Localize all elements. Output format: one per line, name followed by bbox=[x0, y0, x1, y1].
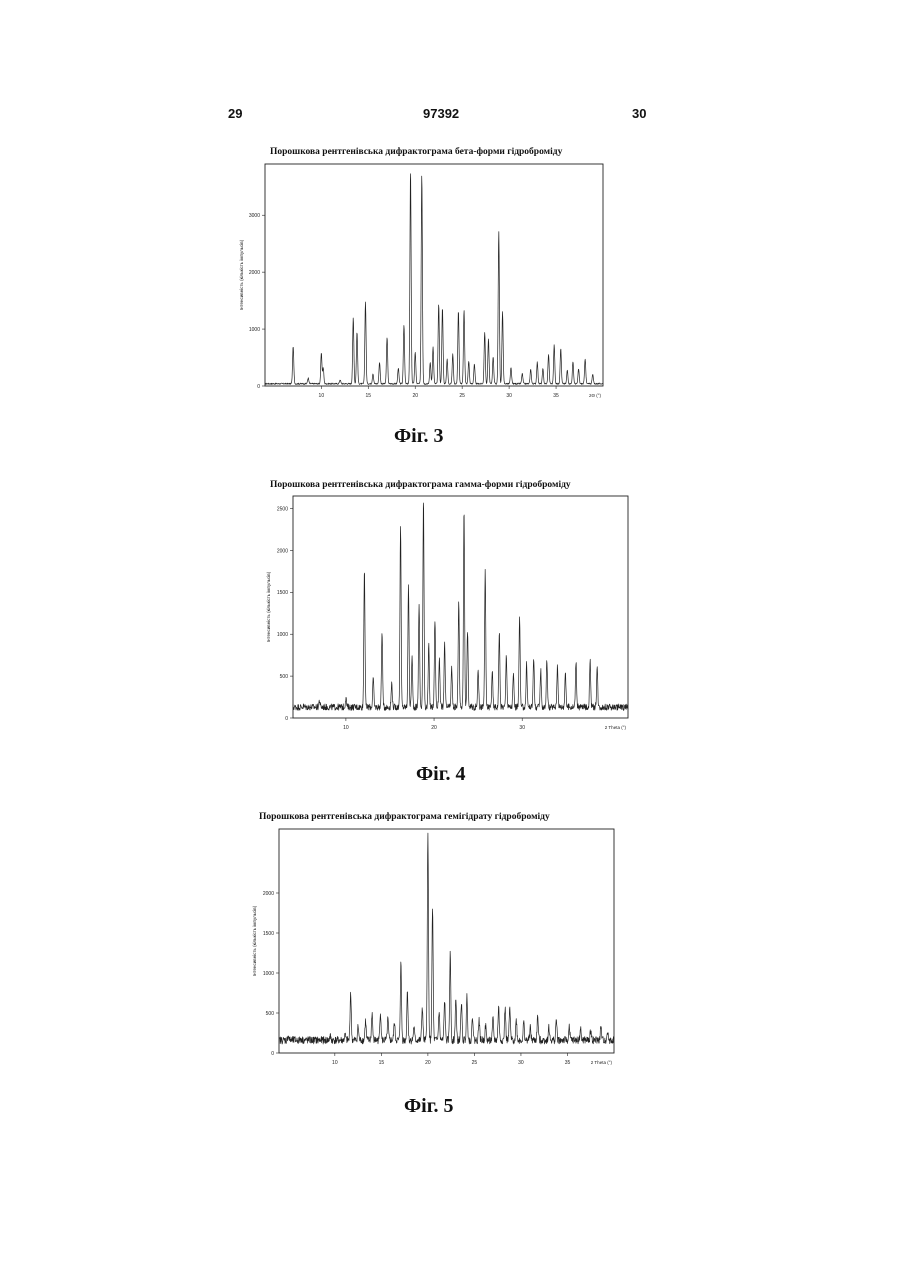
y-tick-label: 0 bbox=[285, 716, 288, 722]
diffraction-trace bbox=[265, 174, 603, 385]
y-tick-label: 1000 bbox=[263, 971, 274, 977]
x-tick-label: 10 bbox=[332, 1060, 338, 1066]
figure-3-title: Порошкова рентгенівська дифрактограма бе… bbox=[270, 147, 562, 157]
y-axis-label: Інтенсивність (кількість імпульсів) bbox=[266, 571, 271, 642]
y-tick-label: 1000 bbox=[249, 327, 260, 333]
x-tick-label: 15 bbox=[379, 1060, 385, 1066]
x-tick-label: 30 bbox=[518, 1060, 524, 1066]
figure-3-caption: Фіг. 3 bbox=[394, 425, 444, 448]
document-number: 97392 bbox=[423, 106, 459, 121]
x-tick-label: 20 bbox=[412, 393, 418, 399]
y-axis-label: Інтенсивність (кількість імпульсів) bbox=[252, 905, 257, 976]
y-tick-label: 500 bbox=[280, 674, 289, 680]
y-tick-label: 1000 bbox=[277, 632, 288, 638]
page-number-right: 30 bbox=[632, 106, 646, 121]
figure-4-chart: 10 20 30 0 500 1000 1500 2000 2500 2 Theta (°) Інт… bbox=[262, 490, 632, 734]
y-tick-label: 2000 bbox=[263, 891, 274, 897]
plot-frame bbox=[293, 496, 628, 718]
x-tick-label: 10 bbox=[319, 393, 325, 399]
x-tick-label: 30 bbox=[506, 393, 512, 399]
x-axis-label: 2Θ (°) bbox=[589, 393, 602, 398]
plot-frame bbox=[265, 164, 603, 386]
x-tick-label: 20 bbox=[431, 725, 437, 731]
y-tick-label: 500 bbox=[266, 1011, 275, 1017]
y-tick-label: 2000 bbox=[277, 548, 288, 554]
diffraction-trace bbox=[279, 833, 614, 1044]
figure-5-title: Порошкова рентгенівська дифрактограма ге… bbox=[259, 812, 550, 822]
y-tick-label: 3000 bbox=[249, 213, 260, 219]
diffraction-trace bbox=[293, 503, 628, 710]
x-tick-label: 20 bbox=[425, 1060, 431, 1066]
x-tick-label: 35 bbox=[553, 393, 559, 399]
y-tick-label: 0 bbox=[271, 1051, 274, 1057]
x-tick-label: 15 bbox=[365, 393, 371, 399]
page-number-left: 29 bbox=[228, 106, 242, 121]
y-tick-label: 1500 bbox=[277, 590, 288, 596]
x-axis-label: 2 Theta (°) bbox=[605, 725, 627, 730]
figure-4-caption: Фіг. 4 bbox=[416, 763, 466, 786]
figure-5-caption: Фіг. 5 bbox=[404, 1095, 454, 1118]
x-tick-label: 10 bbox=[343, 725, 349, 731]
x-tick-label: 25 bbox=[472, 1060, 478, 1066]
figure-3-chart: 10 15 20 25 30 35 0 1000 2000 3000 2Θ (°) Інтенсивн… bbox=[235, 158, 615, 408]
figure-4-title: Порошкова рентгенівська дифрактограма га… bbox=[270, 480, 571, 490]
x-tick-label: 25 bbox=[459, 393, 465, 399]
y-tick-label: 1500 bbox=[263, 931, 274, 937]
y-axis-label: Інтенсивність (кількість імпульсів) bbox=[239, 239, 244, 310]
figure-5-chart: 10 15 20 25 30 35 0 500 1000 1500 2000 2 Theta (°) І… bbox=[248, 823, 620, 1071]
x-tick-label: 30 bbox=[519, 725, 525, 731]
y-tick-label: 2500 bbox=[277, 506, 288, 512]
x-tick-label: 35 bbox=[565, 1060, 571, 1066]
x-axis-label: 2 Theta (°) bbox=[591, 1060, 613, 1065]
y-tick-label: 2000 bbox=[249, 270, 260, 276]
plot-frame bbox=[279, 829, 614, 1053]
y-tick-label: 0 bbox=[257, 384, 260, 390]
